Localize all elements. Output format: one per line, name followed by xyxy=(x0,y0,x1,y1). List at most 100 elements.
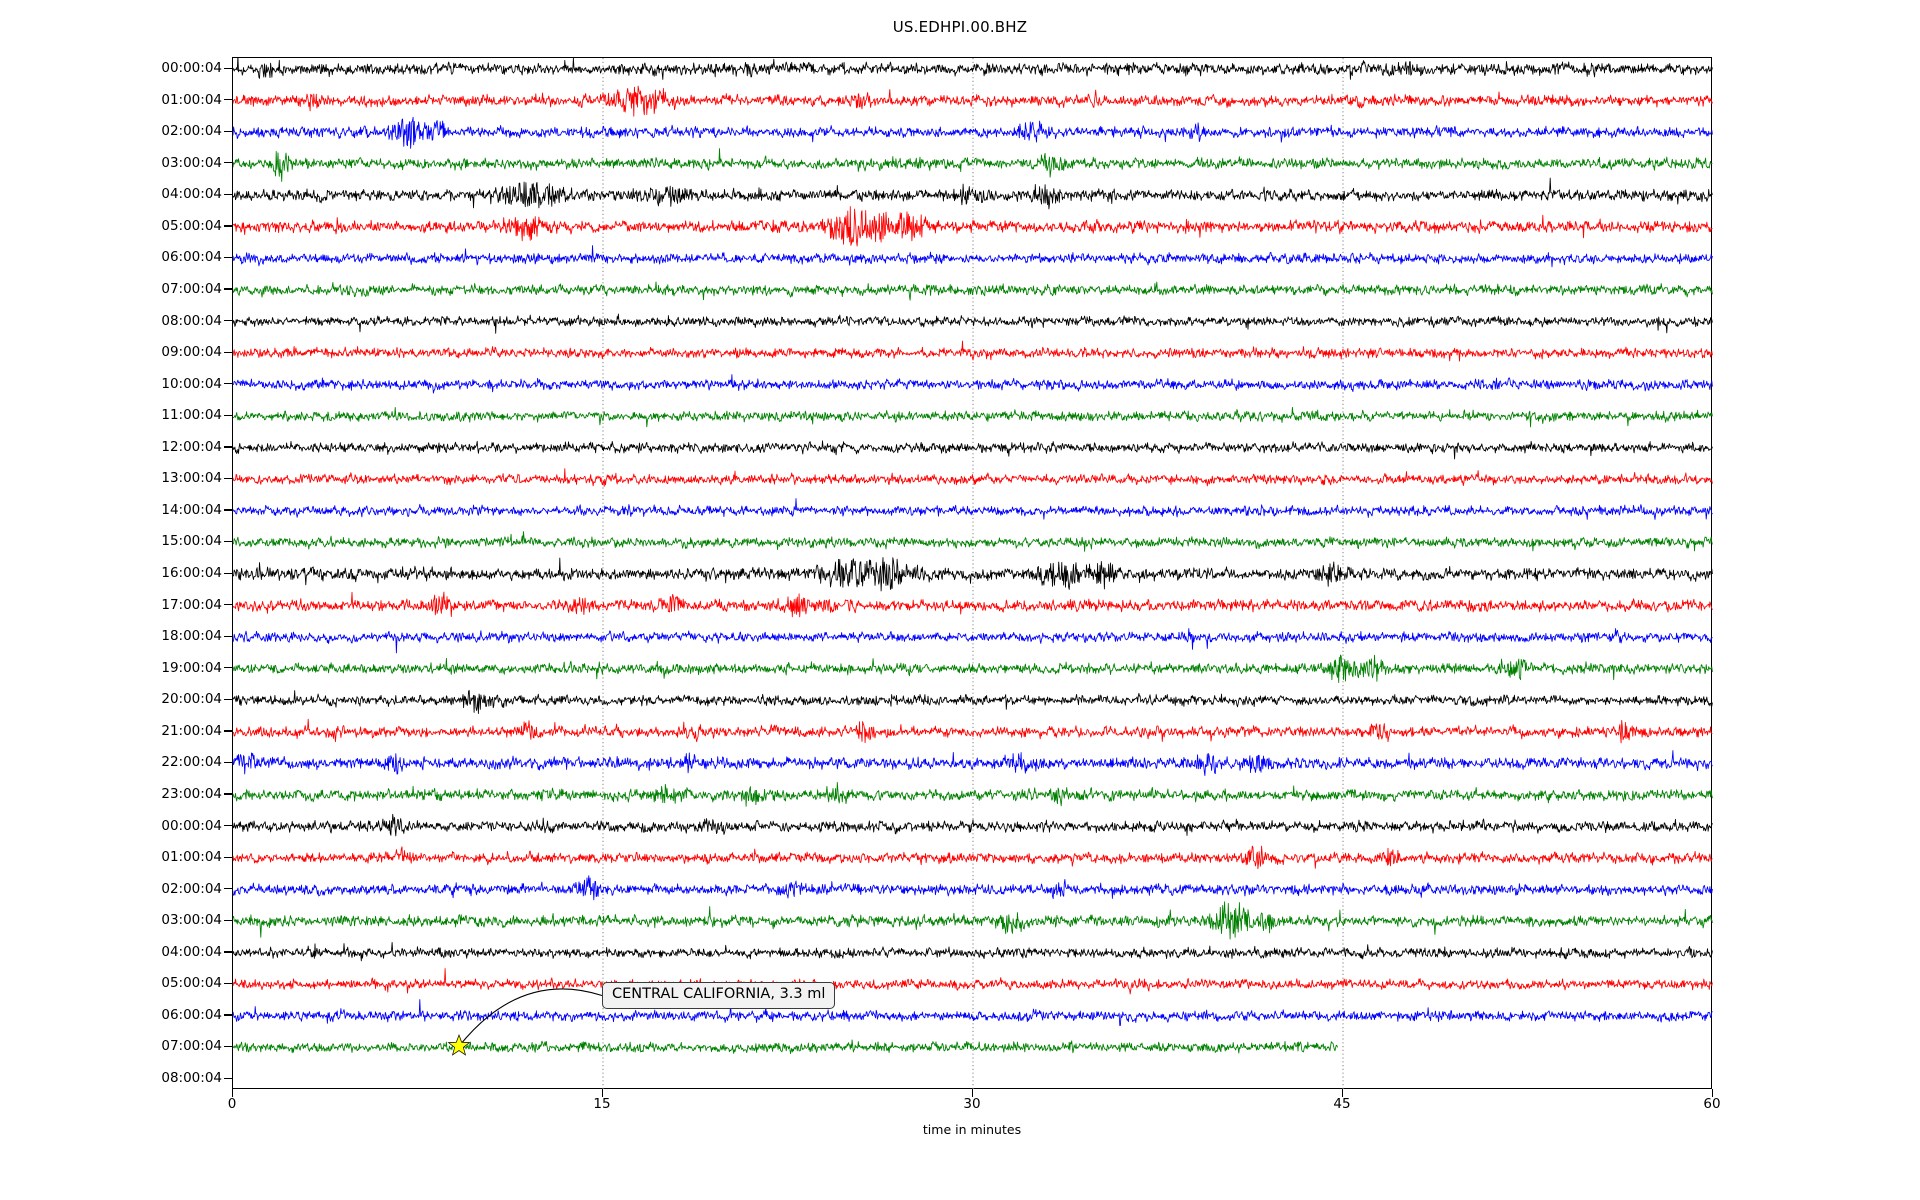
trace-line xyxy=(233,440,1713,460)
trace-line xyxy=(233,628,1713,654)
trace-line xyxy=(233,1039,1338,1055)
y-tick-label: 03:00:04 xyxy=(161,912,222,929)
trace-line xyxy=(233,654,1713,684)
y-tick-label: 08:00:04 xyxy=(161,312,222,329)
y-tick-mark xyxy=(224,446,232,448)
y-tick-mark xyxy=(224,825,232,827)
y-tick-label: 14:00:04 xyxy=(161,501,222,518)
trace-line xyxy=(233,313,1713,334)
y-tick-mark xyxy=(224,320,232,322)
trace-line xyxy=(233,813,1713,837)
x-tick-mark xyxy=(1341,1089,1343,1097)
y-tick-mark xyxy=(224,509,232,511)
x-tick-label: 60 xyxy=(1703,1096,1721,1112)
y-tick-label: 05:00:04 xyxy=(161,217,222,234)
x-tick-label: 0 xyxy=(227,1096,237,1112)
y-tick-label: 02:00:04 xyxy=(161,123,222,140)
y-tick-mark xyxy=(224,414,232,416)
y-tick-label: 00:00:04 xyxy=(161,60,222,76)
trace-line xyxy=(233,468,1713,487)
y-tick-label: 09:00:04 xyxy=(161,344,222,361)
y-tick-label: 03:00:04 xyxy=(161,154,222,171)
y-tick-mark xyxy=(224,982,232,985)
y-tick-mark xyxy=(224,162,232,164)
y-axis-tick-labels: 00:00:04 01:00:04 02:00:04 03:00:04 04:00:04… xyxy=(0,0,222,1200)
x-tick-mark xyxy=(231,1089,233,1097)
y-tick-label: 17:00:04 xyxy=(161,596,222,613)
trace-line xyxy=(233,148,1713,182)
y-tick-label: 04:00:04 xyxy=(161,186,222,203)
y-tick-label: 13:00:04 xyxy=(161,470,222,487)
y-tick-mark xyxy=(224,793,232,795)
y-tick-mark xyxy=(224,604,232,606)
trace-line xyxy=(233,531,1713,552)
x-tick-label: 30 xyxy=(963,1096,981,1112)
y-tick-label: 02:00:04 xyxy=(161,880,222,897)
y-tick-label: 20:00:04 xyxy=(161,691,222,708)
trace-line xyxy=(233,750,1713,777)
y-tick-label: 10:00:04 xyxy=(161,375,222,392)
trace-line xyxy=(233,875,1713,901)
trace-line xyxy=(233,245,1713,268)
x-axis-title: time in minutes xyxy=(922,1122,1022,1137)
y-tick-mark xyxy=(224,698,232,701)
y-tick-mark xyxy=(224,383,232,385)
y-tick-label: 00:00:04 xyxy=(161,817,222,834)
trace-line xyxy=(233,845,1713,870)
trace-line xyxy=(233,689,1713,715)
y-tick-mark xyxy=(224,1077,232,1079)
y-tick-label: 07:00:04 xyxy=(161,280,222,297)
plot-area xyxy=(232,57,1713,1090)
trace-line xyxy=(233,941,1713,962)
y-tick-mark xyxy=(224,730,232,732)
trace-line xyxy=(233,58,1713,80)
y-tick-mark xyxy=(224,572,232,574)
y-tick-mark xyxy=(224,1014,232,1016)
trace-line xyxy=(233,85,1713,117)
y-tick-mark xyxy=(224,477,232,480)
y-tick-mark xyxy=(224,67,232,69)
seismic-traces xyxy=(233,58,1713,1055)
trace-line xyxy=(233,901,1713,940)
trace-line xyxy=(233,116,1713,149)
y-tick-mark xyxy=(224,951,232,953)
trace-line xyxy=(233,999,1713,1027)
y-tick-label: 05:00:04 xyxy=(161,975,222,992)
y-tick-label: 06:00:04 xyxy=(161,249,222,266)
trace-line xyxy=(233,281,1713,301)
x-tick-label: 15 xyxy=(593,1096,611,1112)
y-tick-mark xyxy=(224,351,232,353)
grid-lines xyxy=(602,58,1344,1090)
x-tick-mark xyxy=(1711,1089,1713,1097)
y-tick-label: 15:00:04 xyxy=(161,533,222,550)
x-tick-label: 45 xyxy=(1333,1096,1351,1112)
trace-line xyxy=(233,718,1713,744)
y-tick-label: 08:00:04 xyxy=(161,1070,222,1086)
x-tick-mark xyxy=(601,1089,603,1097)
page-title: US.EDHPI.00.BHZ xyxy=(892,18,1028,36)
earthquake-annotation-label: CENTRAL CALIFORNIA, 3.3 ml xyxy=(602,982,836,1009)
y-tick-label: 01:00:04 xyxy=(161,849,222,866)
y-tick-mark xyxy=(224,856,232,858)
y-tick-label: 12:00:04 xyxy=(161,438,222,455)
trace-line xyxy=(233,968,1713,999)
trace-line xyxy=(233,206,1713,247)
y-tick-mark xyxy=(224,888,232,890)
y-tick-label: 22:00:04 xyxy=(161,754,222,771)
y-tick-mark xyxy=(224,193,232,196)
x-tick-mark xyxy=(971,1089,973,1097)
y-tick-mark xyxy=(224,130,232,132)
y-tick-mark xyxy=(224,225,232,227)
y-tick-label: 21:00:04 xyxy=(161,722,222,739)
y-tick-mark xyxy=(224,256,232,259)
y-tick-mark xyxy=(224,540,232,543)
y-tick-mark xyxy=(224,288,232,290)
y-tick-label: 04:00:04 xyxy=(161,943,222,960)
y-tick-label: 23:00:04 xyxy=(161,785,222,802)
trace-line xyxy=(233,177,1713,210)
y-tick-mark xyxy=(224,635,232,637)
y-tick-mark xyxy=(224,99,232,101)
trace-line xyxy=(233,781,1713,807)
y-tick-mark xyxy=(224,919,232,921)
